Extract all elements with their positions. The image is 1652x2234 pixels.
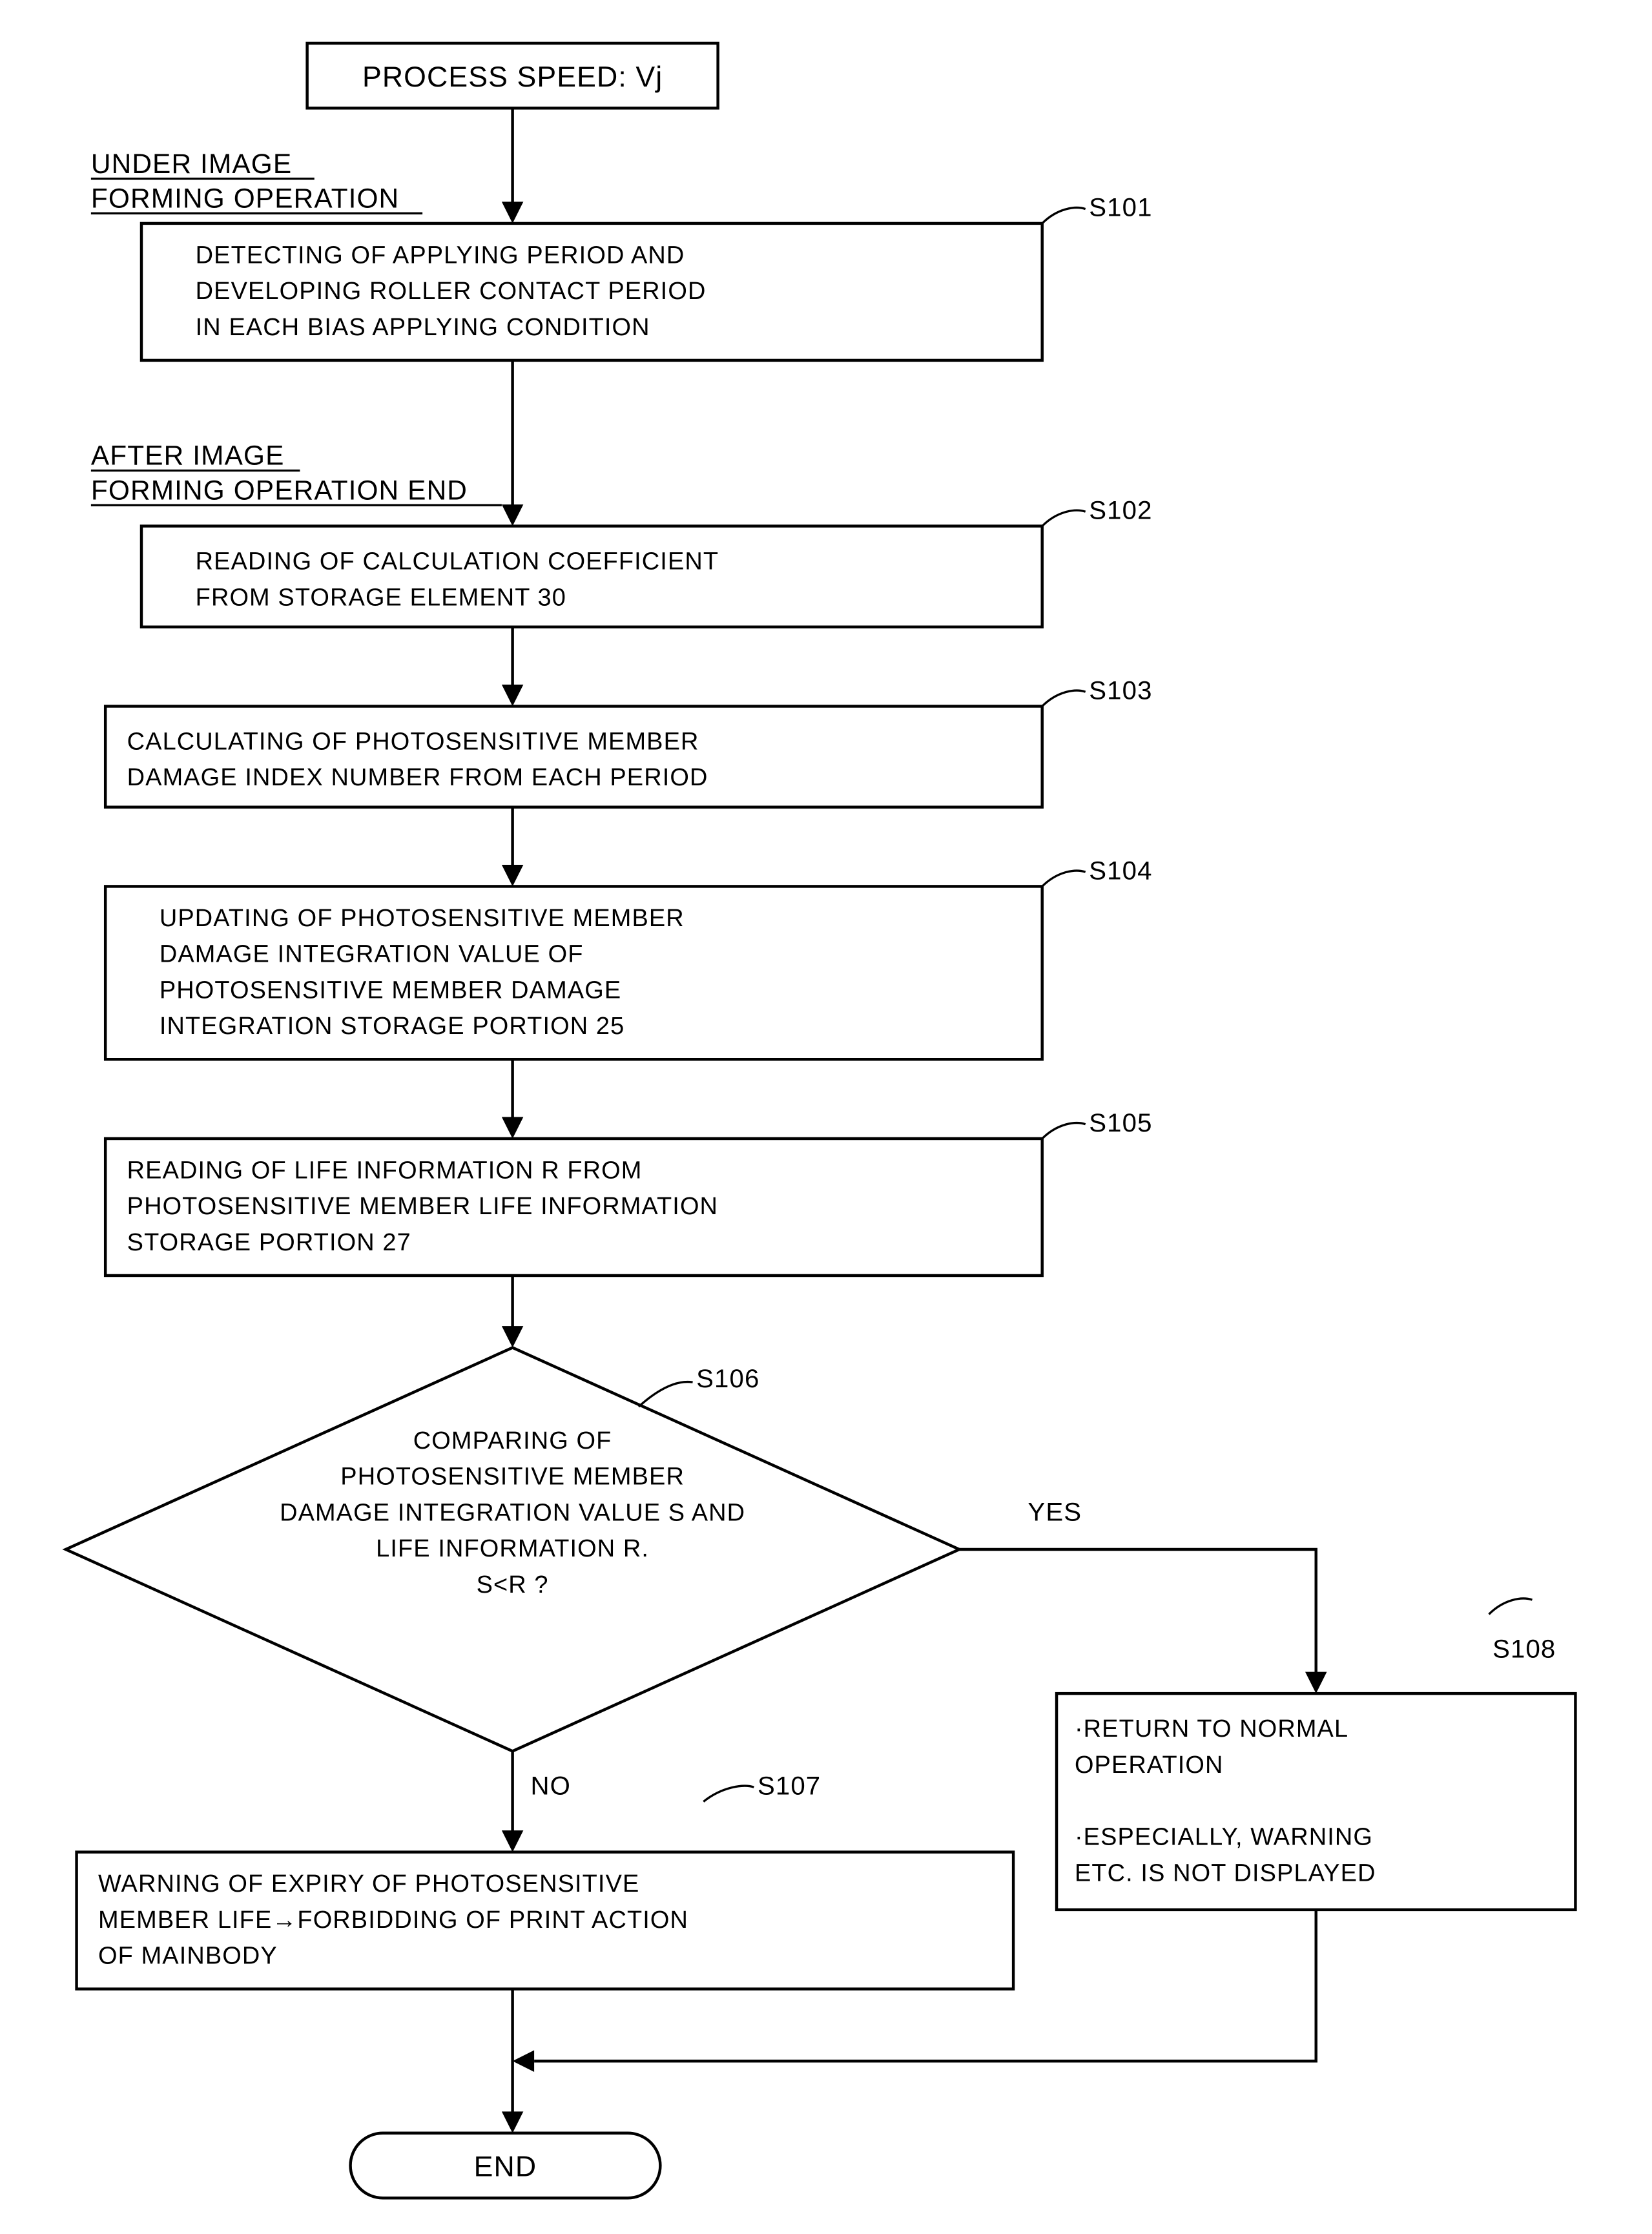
label-s108: S108 (1489, 1598, 1556, 1663)
node-s102: READING OF CALCULATION COEFFICIENT FROM … (141, 526, 1042, 627)
heading2-line1: AFTER IMAGE (91, 440, 285, 471)
s108-line4: ETC. IS NOT DISPLAYED (1075, 1859, 1376, 1887)
s103-line2: DAMAGE INDEX NUMBER FROM EACH PERIOD (127, 764, 708, 791)
s106-line1: COMPARING OF (413, 1427, 612, 1454)
arrow-s103-s104 (502, 807, 523, 887)
s108-line1: ·RETURN TO NORMAL (1075, 1715, 1348, 1743)
svg-text:S107: S107 (758, 1771, 821, 1800)
s101-line2: DEVELOPING ROLLER CONTACT PERIOD (196, 278, 707, 305)
svg-text:S101: S101 (1089, 193, 1152, 222)
end-label: END (474, 2151, 537, 2183)
arrow-start-s101 (502, 108, 523, 223)
start-terminator: PROCESS SPEED: Vj (307, 43, 718, 108)
node-s105: READING OF LIFE INFORMATION R FROM PHOTO… (105, 1139, 1042, 1276)
arrow-s105-s106 (502, 1276, 523, 1348)
svg-text:S105: S105 (1089, 1108, 1152, 1137)
flowchart-canvas: PROCESS SPEED: Vj UNDER IMAGE FORMING OP… (0, 0, 1652, 2234)
s101-line1: DETECTING OF APPLYING PERIOD AND (196, 242, 685, 269)
label-s105: S105 (1042, 1108, 1153, 1139)
node-s103: CALCULATING OF PHOTOSENSITIVE MEMBER DAM… (105, 706, 1042, 807)
label-s103: S103 (1042, 676, 1153, 706)
yes-label: YES (1027, 1497, 1082, 1526)
node-s101: DETECTING OF APPLYING PERIOD AND DEVELOP… (141, 223, 1042, 360)
start-label: PROCESS SPEED: Vj (362, 61, 663, 93)
label-s107: S107 (703, 1771, 821, 1801)
s104-line3: PHOTOSENSITIVE MEMBER DAMAGE (160, 977, 621, 1004)
arrow-s106-no: NO (502, 1751, 571, 1852)
heading-under-image: UNDER IMAGE FORMING OPERATION (91, 149, 422, 214)
s104-line1: UPDATING OF PHOTOSENSITIVE MEMBER (160, 905, 685, 932)
node-s107: WARNING OF EXPIRY OF PHOTOSENSITIVE MEMB… (77, 1852, 1014, 1989)
s102-line1: READING OF CALCULATION COEFFICIENT (196, 548, 719, 575)
svg-text:S108: S108 (1492, 1634, 1556, 1663)
s105-line2: PHOTOSENSITIVE MEMBER LIFE INFORMATION (127, 1193, 718, 1220)
s103-line1: CALCULATING OF PHOTOSENSITIVE MEMBER (127, 728, 699, 755)
s107-line3: OF MAINBODY (98, 1943, 278, 1970)
svg-text:S103: S103 (1089, 676, 1152, 705)
arrow-s102-s103 (502, 627, 523, 707)
label-s106: S106 (639, 1364, 760, 1407)
heading2-line2: FORMING OPERATION END (91, 475, 468, 505)
end-terminator: END (351, 2133, 661, 2198)
s106-line3: DAMAGE INTEGRATION VALUE S AND (280, 1499, 745, 1526)
s108-line2: OPERATION (1075, 1752, 1224, 1779)
s106-line4: LIFE INFORMATION R. (376, 1535, 649, 1562)
s107-line1: WARNING OF EXPIRY OF PHOTOSENSITIVE (98, 1870, 639, 1898)
arrow-s104-s105 (502, 1059, 523, 1139)
svg-text:S106: S106 (696, 1364, 759, 1393)
heading1-line2: FORMING OPERATION (91, 183, 399, 213)
node-s108: ·RETURN TO NORMAL OPERATION ·ESPECIALLY,… (1057, 1693, 1575, 1910)
s101-line3: IN EACH BIAS APPLYING CONDITION (196, 314, 650, 341)
arrow-s101-s102 (502, 360, 523, 526)
heading1-line1: UNDER IMAGE (91, 149, 292, 179)
arrow-s106-yes: YES (959, 1497, 1327, 1693)
s104-line2: DAMAGE INTEGRATION VALUE OF (160, 941, 584, 968)
svg-text:S104: S104 (1089, 856, 1152, 885)
heading-after-image: AFTER IMAGE FORMING OPERATION END (91, 440, 502, 506)
s106-line5: S<R ? (477, 1571, 549, 1598)
svg-text:S102: S102 (1089, 495, 1152, 524)
arrow-s108-merge (513, 1910, 1316, 2072)
s105-line1: READING OF LIFE INFORMATION R FROM (127, 1157, 643, 1184)
label-s101: S101 (1042, 193, 1153, 223)
s104-line4: INTEGRATION STORAGE PORTION 25 (160, 1013, 625, 1040)
s107-line2: MEMBER LIFE→FORBIDDING OF PRINT ACTION (98, 1907, 688, 1934)
s105-line3: STORAGE PORTION 27 (127, 1229, 411, 1256)
no-label: NO (531, 1771, 571, 1800)
s102-line2: FROM STORAGE ELEMENT 30 (196, 584, 566, 611)
node-s106: COMPARING OF PHOTOSENSITIVE MEMBER DAMAG… (66, 1348, 960, 1752)
label-s102: S102 (1042, 495, 1153, 526)
s108-line3: ·ESPECIALLY, WARNING (1075, 1823, 1373, 1850)
label-s104: S104 (1042, 856, 1153, 886)
node-s104: UPDATING OF PHOTOSENSITIVE MEMBER DAMAGE… (105, 886, 1042, 1059)
s106-line2: PHOTOSENSITIVE MEMBER (340, 1463, 685, 1491)
